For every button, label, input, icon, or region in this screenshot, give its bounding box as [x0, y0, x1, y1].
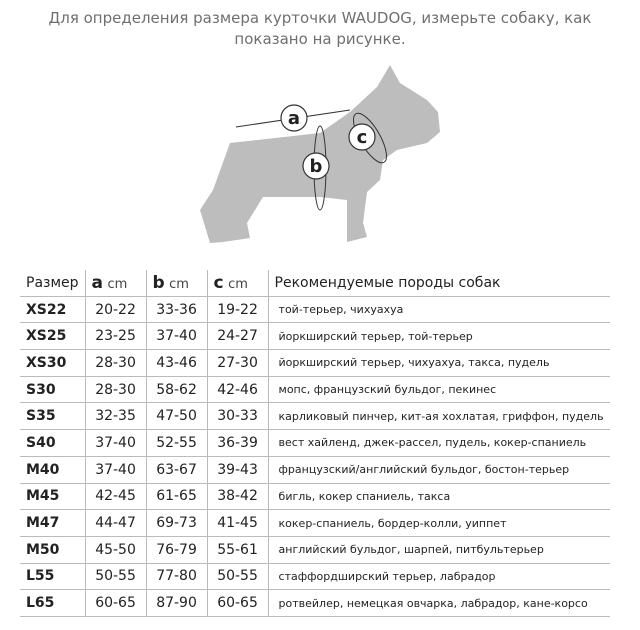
table-row: XS30 28-30 43-46 27-30 йоркширский терьер, ч… — [20, 349, 610, 377]
cell-breeds: ротвейлер, немецкая овчарка, лабрадор, к… — [267, 589, 610, 617]
cell-b: 69-73 — [145, 509, 208, 537]
cell-c: 41-45 — [206, 509, 269, 537]
cell-a: 32-35 — [84, 402, 147, 431]
cell-breeds: йоркширский терьер, той-терьер — [267, 322, 610, 351]
cell-size: XS30 — [20, 349, 86, 377]
cell-a: 50-55 — [84, 563, 147, 591]
cell-b: 58-62 — [145, 376, 208, 404]
cell-b: 87-90 — [145, 589, 208, 617]
svg-text:b: b — [310, 156, 323, 177]
cell-c: 27-30 — [206, 349, 269, 377]
cell-breeds: стаффордширский терьер, лабрадор — [267, 563, 610, 591]
cell-c: 38-42 — [206, 483, 269, 511]
cell-breeds: той-терьер, чихуахуа — [267, 296, 610, 324]
cell-a: 60-65 — [84, 589, 147, 617]
cell-size: M50 — [20, 536, 86, 564]
table-row: M40 37-40 63-67 39-43 французский/английский… — [20, 456, 610, 484]
table-row: M50 45-50 76-79 55-61 английский бульдог, ша… — [20, 536, 610, 564]
cell-b: 77-80 — [145, 563, 208, 591]
cell-size: S30 — [20, 376, 86, 404]
cell-a: 37-40 — [84, 456, 147, 484]
cell-a: 28-30 — [84, 349, 147, 377]
cell-a: 23-25 — [84, 322, 147, 351]
cell-c: 50-55 — [206, 563, 269, 591]
cell-c: 30-33 — [206, 402, 269, 431]
table-row: M45 42-45 61-65 38-42 бигль, кокер спаниель,… — [20, 483, 610, 511]
cell-size: M45 — [20, 483, 86, 511]
size-table: Размер a cm b cm c cm Рекомендуемые поро… — [20, 270, 610, 617]
cell-b: 52-55 — [145, 429, 208, 457]
header-size: Размер — [20, 270, 86, 297]
cell-b: 63-67 — [145, 456, 208, 484]
cell-b: 37-40 — [145, 322, 208, 351]
cell-breeds: йоркширский терьер, чихуахуа, такса, пуд… — [267, 349, 610, 377]
cell-b: 43-46 — [145, 349, 208, 377]
table-row: L55 50-55 77-80 50-55 стаффордширский терьер… — [20, 563, 610, 591]
svg-text:a: a — [288, 108, 300, 129]
cell-size: M40 — [20, 456, 86, 484]
instructions-line-1: Для определения размера курточки WAUDOG,… — [48, 9, 592, 27]
cell-b: 33-36 — [145, 296, 208, 324]
table-row: XS22 20-22 33-36 19-22 той-терьер, чихуахуа — [20, 296, 610, 324]
cell-size: XS22 — [20, 296, 86, 324]
cell-breeds: французский/английский бульдог, бостон-т… — [267, 456, 610, 484]
cell-size: L65 — [20, 589, 86, 617]
instructions-line-2: показано на рисунке. — [234, 30, 406, 48]
cell-c: 36-39 — [206, 429, 269, 457]
cell-size: M47 — [20, 509, 86, 537]
header-c: c cm — [206, 270, 269, 297]
cell-c: 55-61 — [206, 536, 269, 564]
cell-b: 61-65 — [145, 483, 208, 511]
cell-size: S35 — [20, 402, 86, 431]
cell-c: 60-65 — [206, 589, 269, 617]
cell-b: 47-50 — [145, 402, 208, 431]
cell-c: 24-27 — [206, 322, 269, 351]
cell-breeds: карликовый пинчер, кит-ая хохлатая, гриф… — [267, 402, 610, 431]
svg-text:c: c — [357, 127, 368, 148]
table-row: XS25 23-25 37-40 24-27 йоркширский терьер, т… — [20, 322, 610, 351]
table-header: Размер a cm b cm c cm Рекомендуемые поро… — [20, 270, 610, 297]
cell-size: XS25 — [20, 322, 86, 351]
measure-b: b — [302, 125, 330, 211]
cell-size: L55 — [20, 563, 86, 591]
table-row: S30 28-30 58-62 42-46 мопс, французский буль… — [20, 376, 610, 404]
cell-a: 20-22 — [84, 296, 147, 324]
cell-c: 42-46 — [206, 376, 269, 404]
cell-a: 28-30 — [84, 376, 147, 404]
header-a: a cm — [84, 270, 147, 297]
cell-breeds: английский бульдог, шарпей, питбультерье… — [267, 536, 610, 564]
table-row: S40 37-40 52-55 36-39 вест хайленд, джек-рас… — [20, 429, 610, 457]
cell-breeds: вест хайленд, джек-рассел, пудель, кокер… — [267, 429, 610, 457]
cell-breeds: кокер-спаниель, бордер-колли, уиппет — [267, 509, 610, 537]
cell-a: 45-50 — [84, 536, 147, 564]
cell-c: 19-22 — [206, 296, 269, 324]
table-row: L65 60-65 87-90 60-65 ротвейлер, немецкая ов… — [20, 589, 610, 617]
header-breeds: Рекомендуемые породы собак — [267, 270, 610, 297]
cell-breeds: бигль, кокер спаниель, такса — [267, 483, 610, 511]
cell-a: 37-40 — [84, 429, 147, 457]
table-row: M47 44-47 69-73 41-45 кокер-спаниель, бордер… — [20, 509, 610, 537]
instructions: Для определения размера курточки WAUDOG,… — [0, 8, 640, 50]
cell-breeds: мопс, французский бульдог, пекинес — [267, 376, 610, 404]
cell-a: 44-47 — [84, 509, 147, 537]
header-b: b cm — [145, 270, 208, 297]
measure-c: c — [348, 112, 387, 164]
cell-c: 39-43 — [206, 456, 269, 484]
cell-size: S40 — [20, 429, 86, 457]
table-row: S35 32-35 47-50 30-33 карликовый пинчер, кит… — [20, 402, 610, 431]
dog-measurement-diagram: a b c — [200, 65, 440, 243]
cell-b: 76-79 — [145, 536, 208, 564]
cell-a: 42-45 — [84, 483, 147, 511]
measure-a: a — [235, 104, 351, 132]
